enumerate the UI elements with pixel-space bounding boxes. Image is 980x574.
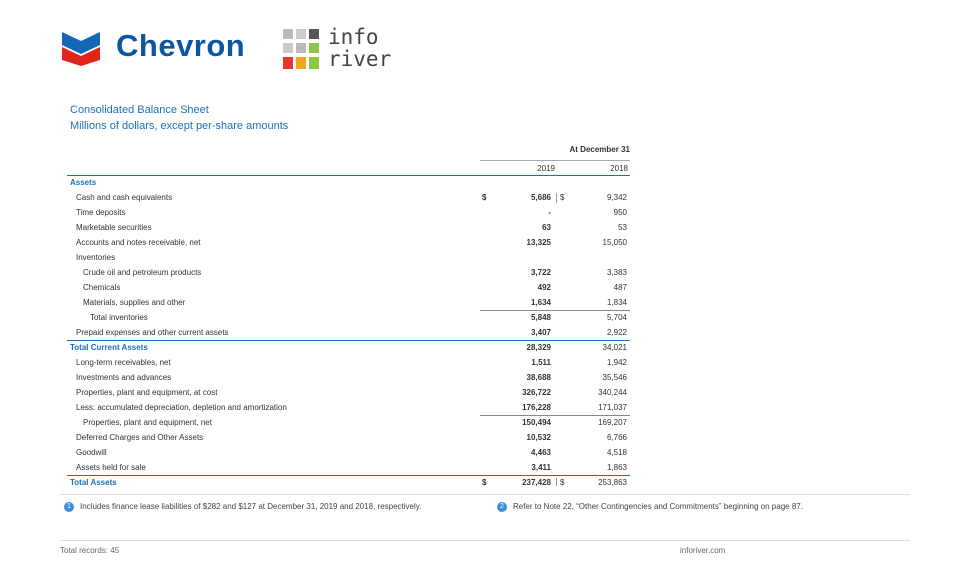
value-2018: 3,383 xyxy=(606,268,627,277)
value-2019: 3,407 xyxy=(530,328,551,337)
inforiver-logo-mark xyxy=(283,29,319,69)
row-label: Time deposits xyxy=(76,208,126,217)
value-2019: 3,722 xyxy=(530,268,551,277)
period-header: At December 31 xyxy=(569,145,630,154)
row-label: Less: accumulated depreciation, depletio… xyxy=(76,403,287,412)
row-label: Inventories xyxy=(76,253,116,262)
rule xyxy=(60,494,910,495)
partner-name: info river xyxy=(328,26,391,70)
footnote-badge: 2 xyxy=(497,502,507,512)
row-label: Materials, supplies and other xyxy=(83,298,186,307)
value-2019: 63 xyxy=(542,223,551,232)
value-2018: 340,244 xyxy=(598,388,627,397)
title: Consolidated Balance Sheet xyxy=(70,104,209,116)
partner-word: river xyxy=(328,47,392,71)
value-2019: 237,428 xyxy=(522,478,551,486)
value-2019: 326,722 xyxy=(522,388,551,397)
value-2019: 150,494 xyxy=(522,418,551,427)
value-2019: 492 xyxy=(537,283,551,292)
value-2018: 1,834 xyxy=(606,298,627,307)
currency-symbol: $ xyxy=(482,478,487,486)
rule xyxy=(67,475,630,476)
value-2019: 4,463 xyxy=(530,448,551,457)
row-label: Crude oil and petroleum products xyxy=(83,268,202,277)
section-label: Assets xyxy=(70,178,97,187)
value-2019: 38,688 xyxy=(526,373,551,382)
value-2018: 169,207 xyxy=(598,418,627,427)
rule xyxy=(480,415,630,416)
row-label: Prepaid expenses and other current asset… xyxy=(76,328,229,337)
value-2019: - xyxy=(548,208,551,217)
value-2018: 487 xyxy=(613,283,627,292)
value-2018: 34,021 xyxy=(602,343,627,352)
currency-symbol: $ xyxy=(560,478,565,486)
value-2018: 5,704 xyxy=(606,313,627,322)
column-header: 2019 xyxy=(537,164,555,173)
value-2019: 5,686 xyxy=(530,193,551,202)
row-label: Chemicals xyxy=(83,283,121,292)
footnote-badge: 1 xyxy=(64,502,74,512)
row-label: Properties, plant and equipment, net xyxy=(83,418,212,427)
value-2018: 1,863 xyxy=(606,463,627,472)
table-body: Assets Cash and cash equivalents $ $5,686 9,… xyxy=(0,177,980,486)
rule xyxy=(60,540,910,541)
subtitle: Millions of dollars, except per-share am… xyxy=(70,120,289,132)
value-2018: 253,863 xyxy=(598,478,627,486)
row-label: Investments and advances xyxy=(76,373,172,382)
partner-word: info xyxy=(328,25,379,49)
value-2018: 35,546 xyxy=(602,373,627,382)
site: inforiver.com xyxy=(680,546,726,555)
row-label: Marketable securities xyxy=(76,223,152,232)
currency-symbol: $ xyxy=(560,193,565,202)
value-2019: 5,848 xyxy=(530,313,551,322)
value-2019: 1,511 xyxy=(531,358,551,367)
currency-symbol: $ xyxy=(482,193,487,202)
rule xyxy=(480,310,630,311)
value-2019: 10,532 xyxy=(526,433,551,442)
value-2019: 1,634 xyxy=(530,298,551,307)
row-label: Total inventories xyxy=(90,313,148,322)
footnote-text: Refer to Note 22, “Other Contingencies a… xyxy=(513,502,803,511)
chevron-logo-mark xyxy=(62,32,100,66)
value-2018: 53 xyxy=(618,223,627,232)
value-2018: 1,942 xyxy=(606,358,627,367)
value-2018: 950 xyxy=(613,208,627,217)
brand: Chevron xyxy=(116,28,246,63)
row-label: Long-term receivables, net xyxy=(76,358,171,367)
rule xyxy=(67,175,630,176)
cell-divider xyxy=(556,193,557,203)
value-2018: 2,922 xyxy=(606,328,627,337)
column-header: 2018 xyxy=(610,164,628,173)
value-2018: 9,342 xyxy=(606,193,627,202)
value-2019: 176,228 xyxy=(522,403,551,412)
row-label: Deferred Charges and Other Assets xyxy=(76,433,204,442)
value-2018: 15,050 xyxy=(602,238,627,247)
value-2019: 3,411 xyxy=(531,463,551,472)
value-2019: 28,329 xyxy=(526,343,551,352)
row-label: Assets held for sale xyxy=(76,463,146,472)
value-2018: 6,766 xyxy=(606,433,627,442)
record-count: Total records: 45 xyxy=(60,546,120,555)
section-label: Total Assets xyxy=(70,478,117,486)
value-2018: 4,518 xyxy=(606,448,627,457)
footnote-text: Includes finance lease liabilities of $2… xyxy=(80,502,422,511)
section-label: Total Current Assets xyxy=(70,343,148,352)
value-2019: 13,325 xyxy=(526,238,551,247)
row-label: Accounts and notes receivable, net xyxy=(76,238,201,247)
row-label: Cash and cash equivalents xyxy=(76,193,173,202)
cell-divider xyxy=(556,478,557,486)
row-label: Goodwill xyxy=(76,448,107,457)
rule xyxy=(67,340,630,341)
value-2018: 171,037 xyxy=(598,403,627,412)
row-label: Properties, plant and equipment, at cost xyxy=(76,388,218,397)
rule xyxy=(480,160,630,161)
